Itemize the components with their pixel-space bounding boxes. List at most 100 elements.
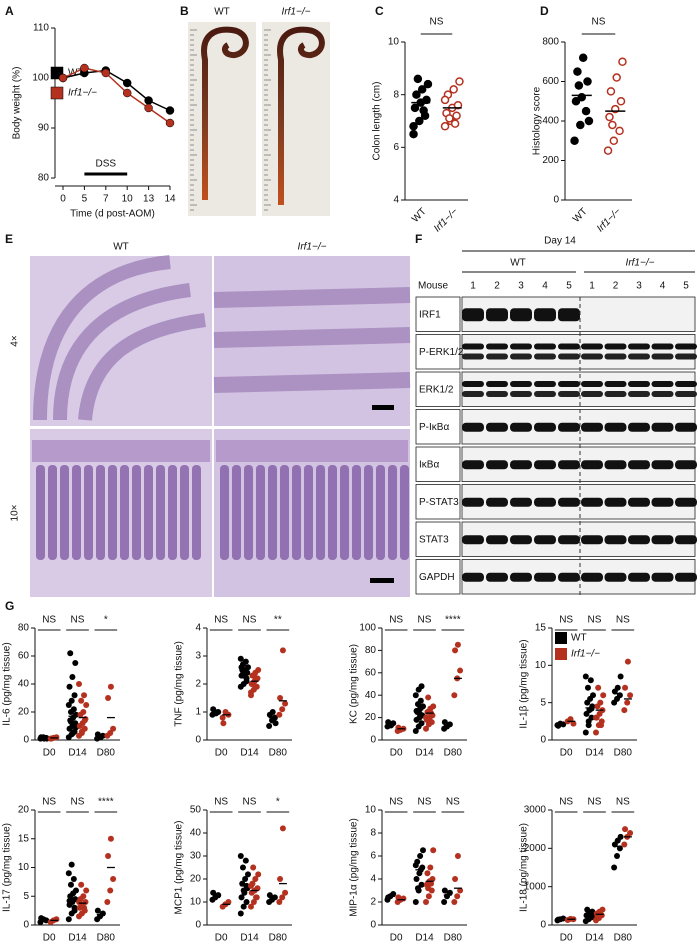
y-tick-label: 60 <box>365 667 377 678</box>
blot-title: Day 14 <box>544 236 576 247</box>
data-point <box>53 916 60 923</box>
blot-label-box <box>415 409 461 445</box>
blot-label-box <box>415 484 461 520</box>
data-point <box>253 894 260 901</box>
blot-band <box>462 422 484 432</box>
y-tick-label: 100 <box>32 73 49 84</box>
blot-band <box>604 422 627 432</box>
y-tick-label: 40 <box>190 828 202 839</box>
blot-band <box>604 353 627 360</box>
scale-bar <box>372 405 394 410</box>
x-tick-label: D80 <box>444 933 463 944</box>
data-point <box>595 684 602 691</box>
crypt <box>168 465 177 560</box>
data-point <box>570 136 579 145</box>
blot-band <box>651 391 674 397</box>
y-tick-label: 4 <box>195 623 201 634</box>
data-point <box>250 681 257 687</box>
data-point <box>237 655 244 662</box>
data-point <box>110 876 117 882</box>
x-axis-label: Time (d post-AOM) <box>70 209 155 220</box>
data-point <box>67 881 74 888</box>
data-point <box>210 889 217 896</box>
significance-label: NS <box>243 797 257 808</box>
x-tick-label: D80 <box>97 748 116 759</box>
crypt <box>96 465 105 560</box>
blot-band <box>604 535 627 545</box>
blot-label-box <box>415 446 461 482</box>
blot-band <box>628 343 650 350</box>
data-point <box>420 847 426 854</box>
crypt <box>192 465 201 560</box>
significance-label: NS <box>389 797 403 808</box>
y-tick-label: 2000 <box>524 843 547 854</box>
data-point <box>78 697 85 704</box>
data-point <box>237 853 244 859</box>
data-point <box>144 103 153 113</box>
panel-label: D <box>540 4 549 18</box>
y-tick-label: 2 <box>195 679 201 690</box>
crypt <box>144 465 153 560</box>
x-tick-label: D0 <box>560 748 573 759</box>
data-point <box>94 907 101 914</box>
data-point <box>446 889 453 896</box>
data-point <box>584 906 591 913</box>
y-tick-label: 20 <box>18 805 30 816</box>
x-tick-label: 0 <box>60 194 66 205</box>
data-point <box>578 53 588 63</box>
blot-band <box>534 353 556 360</box>
data-point <box>573 67 582 76</box>
data-point <box>412 692 419 699</box>
data-point <box>58 73 68 83</box>
colon <box>277 26 325 205</box>
data-point <box>68 697 75 704</box>
significance-label: **** <box>445 615 461 626</box>
data-point <box>71 907 78 914</box>
y-tick-label: 2 <box>370 897 376 908</box>
y-tick-label: 20 <box>18 707 30 718</box>
lane-number: 1 <box>589 281 595 292</box>
data-point <box>68 861 75 868</box>
legend-swatch <box>555 632 567 644</box>
data-point <box>420 703 426 710</box>
x-tick-label: D80 <box>269 748 288 759</box>
colon-photos <box>188 22 330 216</box>
blot-group: Irf1−/− <box>626 258 655 269</box>
y-tick-label: 1 <box>195 707 201 718</box>
legend-label: Irf1−/− <box>68 88 97 99</box>
blot-band <box>604 460 627 470</box>
data-point <box>454 893 461 900</box>
blot-band <box>510 497 532 507</box>
lane-number: 4 <box>660 281 666 292</box>
data-point <box>250 864 257 871</box>
blot-group: WT <box>510 258 526 269</box>
data-point <box>242 658 249 665</box>
crypt <box>180 465 189 560</box>
data-point <box>581 106 591 116</box>
data-point <box>445 114 454 123</box>
blot-band <box>486 535 508 545</box>
data-point <box>430 703 437 710</box>
x-tick-label: D0 <box>215 748 228 759</box>
data-point <box>225 899 232 905</box>
crypt <box>244 465 253 560</box>
data-point <box>101 68 111 78</box>
blot-band <box>558 391 580 397</box>
data-point <box>144 96 153 105</box>
data-point <box>423 725 429 732</box>
data-point <box>390 890 397 897</box>
data-point <box>107 835 114 842</box>
significance-label: NS <box>559 615 573 626</box>
significance-label: NS <box>616 797 630 808</box>
data-point <box>417 853 424 859</box>
data-point <box>414 885 421 892</box>
blot-band <box>486 572 508 582</box>
y-tick-label: 0 <box>195 920 201 931</box>
data-point <box>250 899 257 905</box>
lane-number: 5 <box>683 281 689 292</box>
y-tick-label: 20 <box>190 874 202 885</box>
data-point <box>255 667 262 673</box>
blot-band <box>581 497 603 507</box>
significance-label: NS <box>42 615 56 626</box>
significance-label: NS <box>559 797 573 808</box>
